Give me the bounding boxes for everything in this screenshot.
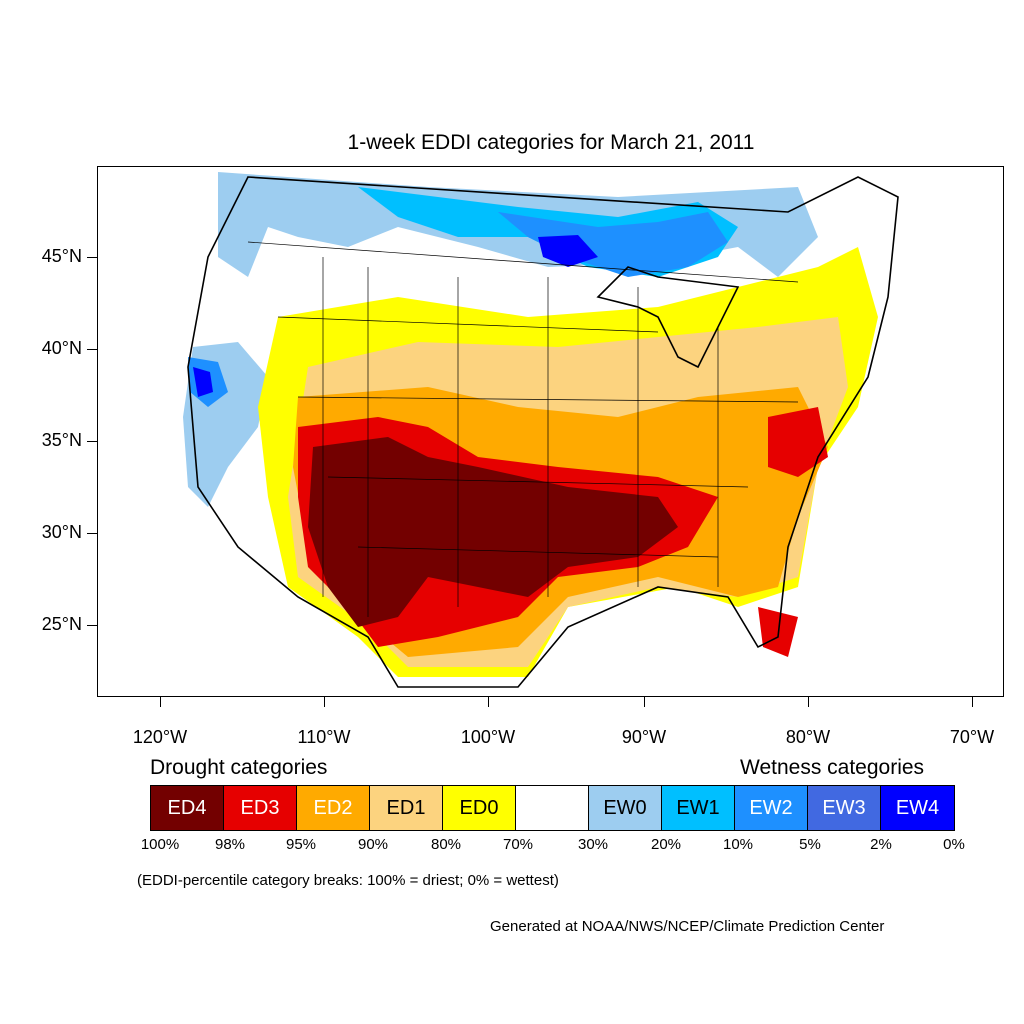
x-tick-label: 120°W	[132, 727, 188, 747]
x-tick-label: 100°W	[460, 727, 516, 747]
y-tick	[87, 257, 97, 258]
credit-line: Generated at NOAA/NWS/NCEP/Climate Predi…	[490, 918, 885, 935]
map-panel	[97, 166, 1004, 697]
drought-categories-title: Drought categories	[150, 756, 328, 779]
x-tick-label: 80°W	[785, 727, 831, 747]
wetness-categories-title: Wetness categories	[740, 756, 925, 779]
ew4-north	[538, 235, 598, 267]
legend-break: 5%	[799, 836, 821, 853]
x-tick-label: 90°W	[621, 727, 667, 747]
x-tick-label: 110°W	[297, 727, 351, 747]
y-tick	[87, 441, 97, 442]
legend-break: 95%	[285, 836, 317, 853]
legend-break: 90%	[357, 836, 389, 853]
legend-swatch-ew0: EW0	[589, 786, 662, 830]
y-tick-label: 25°N	[41, 614, 82, 634]
legend-break: 20%	[650, 836, 682, 853]
y-tick-label: 30°N	[41, 522, 82, 542]
legend-swatch-ed0: ED0	[443, 786, 516, 830]
ew2-north	[498, 212, 728, 277]
legend-break: 2%	[870, 836, 892, 853]
x-tick	[644, 697, 645, 707]
x-tick	[160, 697, 161, 707]
legend-swatch-ed4: ED4	[151, 786, 224, 830]
category-note: (EDDI-percentile category breaks: 100% =…	[137, 872, 559, 889]
y-tick	[87, 349, 97, 350]
legend-swatch-ew2: EW2	[735, 786, 808, 830]
y-tick	[87, 533, 97, 534]
map-title: 1-week EDDI categories for March 21, 201…	[347, 131, 755, 154]
legend-swatch-ew1: EW1	[662, 786, 735, 830]
x-tick	[324, 697, 325, 707]
legend-break: 80%	[430, 836, 462, 853]
x-tick	[488, 697, 489, 707]
legend-colorbar: ED4 ED3 ED2 ED1 ED0 EW0 EW1 EW2 EW3 EW4	[150, 785, 955, 831]
legend-break: 30%	[577, 836, 609, 853]
legend-swatch-none	[516, 786, 589, 830]
ed3-east	[768, 407, 828, 477]
y-tick-label: 40°N	[41, 338, 82, 358]
legend-break: 10%	[722, 836, 754, 853]
x-tick	[972, 697, 973, 707]
legend-swatch-ew3: EW3	[808, 786, 881, 830]
coastline-outline	[187, 176, 899, 688]
category-fields	[183, 172, 898, 687]
x-tick-label: 70°W	[949, 727, 995, 747]
legend-swatch-ed3: ED3	[224, 786, 297, 830]
legend-swatch-ew4: EW4	[881, 786, 954, 830]
legend-swatch-ed2: ED2	[297, 786, 370, 830]
legend-break: 70%	[502, 836, 534, 853]
ed4-field	[308, 437, 678, 627]
ew4-west	[193, 367, 213, 397]
eddi-map	[183, 172, 899, 688]
legend-break: 100%	[140, 836, 180, 853]
y-tick-label: 35°N	[41, 430, 82, 450]
x-tick	[808, 697, 809, 707]
y-tick-label: 45°N	[41, 246, 82, 266]
state-lines	[247, 241, 799, 617]
legend-break: 0%	[943, 836, 965, 853]
legend-swatch-ed1: ED1	[370, 786, 443, 830]
legend-break: 98%	[214, 836, 246, 853]
y-tick	[87, 625, 97, 626]
